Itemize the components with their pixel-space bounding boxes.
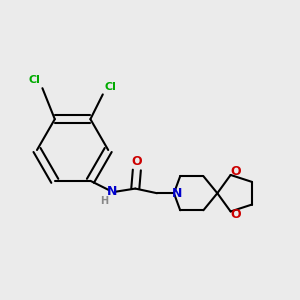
Text: Cl: Cl (29, 76, 40, 85)
Text: N: N (172, 187, 182, 200)
Text: O: O (230, 165, 241, 178)
Text: H: H (100, 196, 108, 206)
Text: Cl: Cl (105, 82, 116, 92)
Text: N: N (107, 185, 117, 198)
Text: O: O (131, 155, 142, 168)
Text: O: O (230, 208, 241, 221)
